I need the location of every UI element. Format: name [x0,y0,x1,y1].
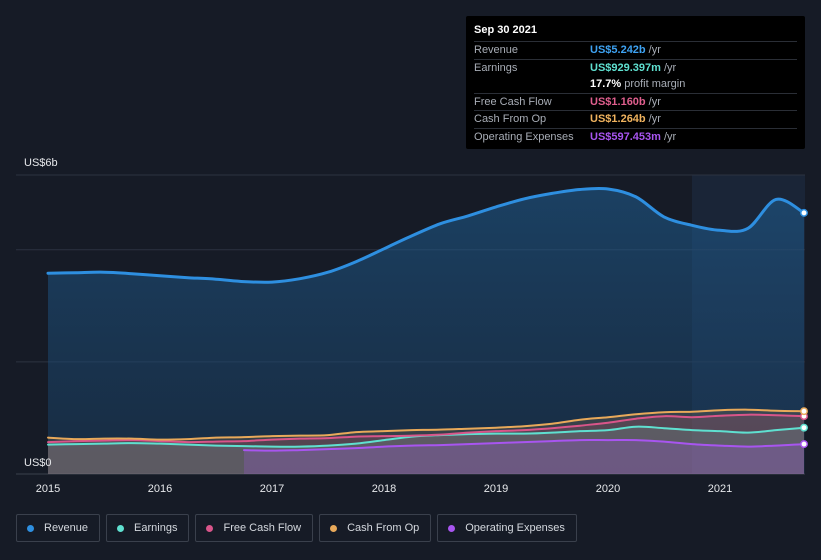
tooltip-row-unit: /yr [663,130,677,143]
operating-expenses-line [243,439,805,452]
tooltip-row: Free Cash Flow US$1.160b/yr [474,92,797,111]
revenue-area [48,188,804,474]
chart: US$6b US$0 2015 2016 2017 2018 2019 2020 2021 [16,157,808,495]
x-tick-label: 2017 [260,483,284,495]
legend-dot-icon [117,524,125,532]
legend-label: Revenue [44,522,89,534]
chart-legend: Revenue Earnings Free Cash Flow Cash From O… [16,514,583,542]
tooltip-row: Revenue US$5.242b/yr [474,41,797,59]
cash-from-op-end-point [800,407,808,416]
legend-label: Free Cash Flow [223,522,302,534]
tooltip-row-unit: /yr [663,61,677,74]
cash-from-op-area [48,409,804,474]
x-tick-label: 2016 [148,483,172,495]
legend-dot-icon [330,524,338,532]
legend-dot-icon [206,524,214,532]
tooltip-row-label: Earnings [474,61,518,74]
x-tick-label: 2015 [36,483,60,495]
free-cash-flow-line [47,413,805,444]
y-axis-top-label: US$6b [24,157,58,169]
tooltip-row: 17.7% profit margin [474,76,797,93]
tooltip-row-value: US$5.242b [590,44,646,57]
tooltip-row-unit: profit margin [624,78,686,91]
operating-expenses-area [244,440,804,474]
legend-label: Earnings [134,522,178,534]
x-tick-label: 2019 [484,483,508,495]
tooltip-date: Sep 30 2021 [474,24,537,36]
revenue-line [46,186,806,284]
earnings-end-point [800,423,808,432]
tooltip-row-unit: /yr [648,95,661,108]
x-tick-label: 2021 [708,483,732,495]
x-tick-label: 2018 [372,483,396,495]
tooltip-row-value: US$929.397m [590,61,661,74]
cash-from-op-line [47,408,805,441]
legend-item-free-cash-flow[interactable]: Free Cash Flow [195,514,314,542]
tooltip-row-label: Free Cash Flow [474,95,552,108]
legend-item-operating-expenses[interactable]: Operating Expenses [437,514,577,542]
tooltip-row: Earnings US$929.397m/yr [474,58,797,77]
tooltip-row-unit: /yr [648,113,661,126]
tooltip-row-value: 17.7% [590,78,622,91]
revenue-end-point [800,208,808,217]
earnings-area [48,426,804,474]
tooltip-row-value: US$1.264b [590,113,646,126]
data-tooltip: Sep 30 2021 Revenue US$5.242b/yr Earnings U… [466,16,805,149]
legend-label: Cash From Op [347,522,420,534]
y-axis-bottom-label: US$0 [24,457,52,469]
tooltip-row-label: Revenue [474,44,519,57]
x-tick-label: 2020 [596,483,620,495]
operating-expenses-end-point [800,440,808,449]
tooltip-row-unit: /yr [648,44,661,57]
tooltip-row: Operating Expenses US$597.453m/yr [474,127,797,146]
legend-dot-icon [448,524,456,532]
tooltip-row-value: US$597.453m [590,130,661,143]
tooltip-row: Cash From Op US$1.264b/yr [474,110,797,128]
legend-label: Operating Expenses [465,522,565,534]
legend-item-earnings[interactable]: Earnings [106,514,190,542]
legend-item-cash-from-op[interactable]: Cash From Op [319,514,432,542]
tooltip-row-label: Cash From Op [474,113,547,126]
legend-item-revenue[interactable]: Revenue [16,514,101,542]
legend-dot-icon [27,524,34,532]
tooltip-row-value: US$1.160b [590,95,646,108]
tooltip-row-label: Operating Expenses [474,130,574,143]
